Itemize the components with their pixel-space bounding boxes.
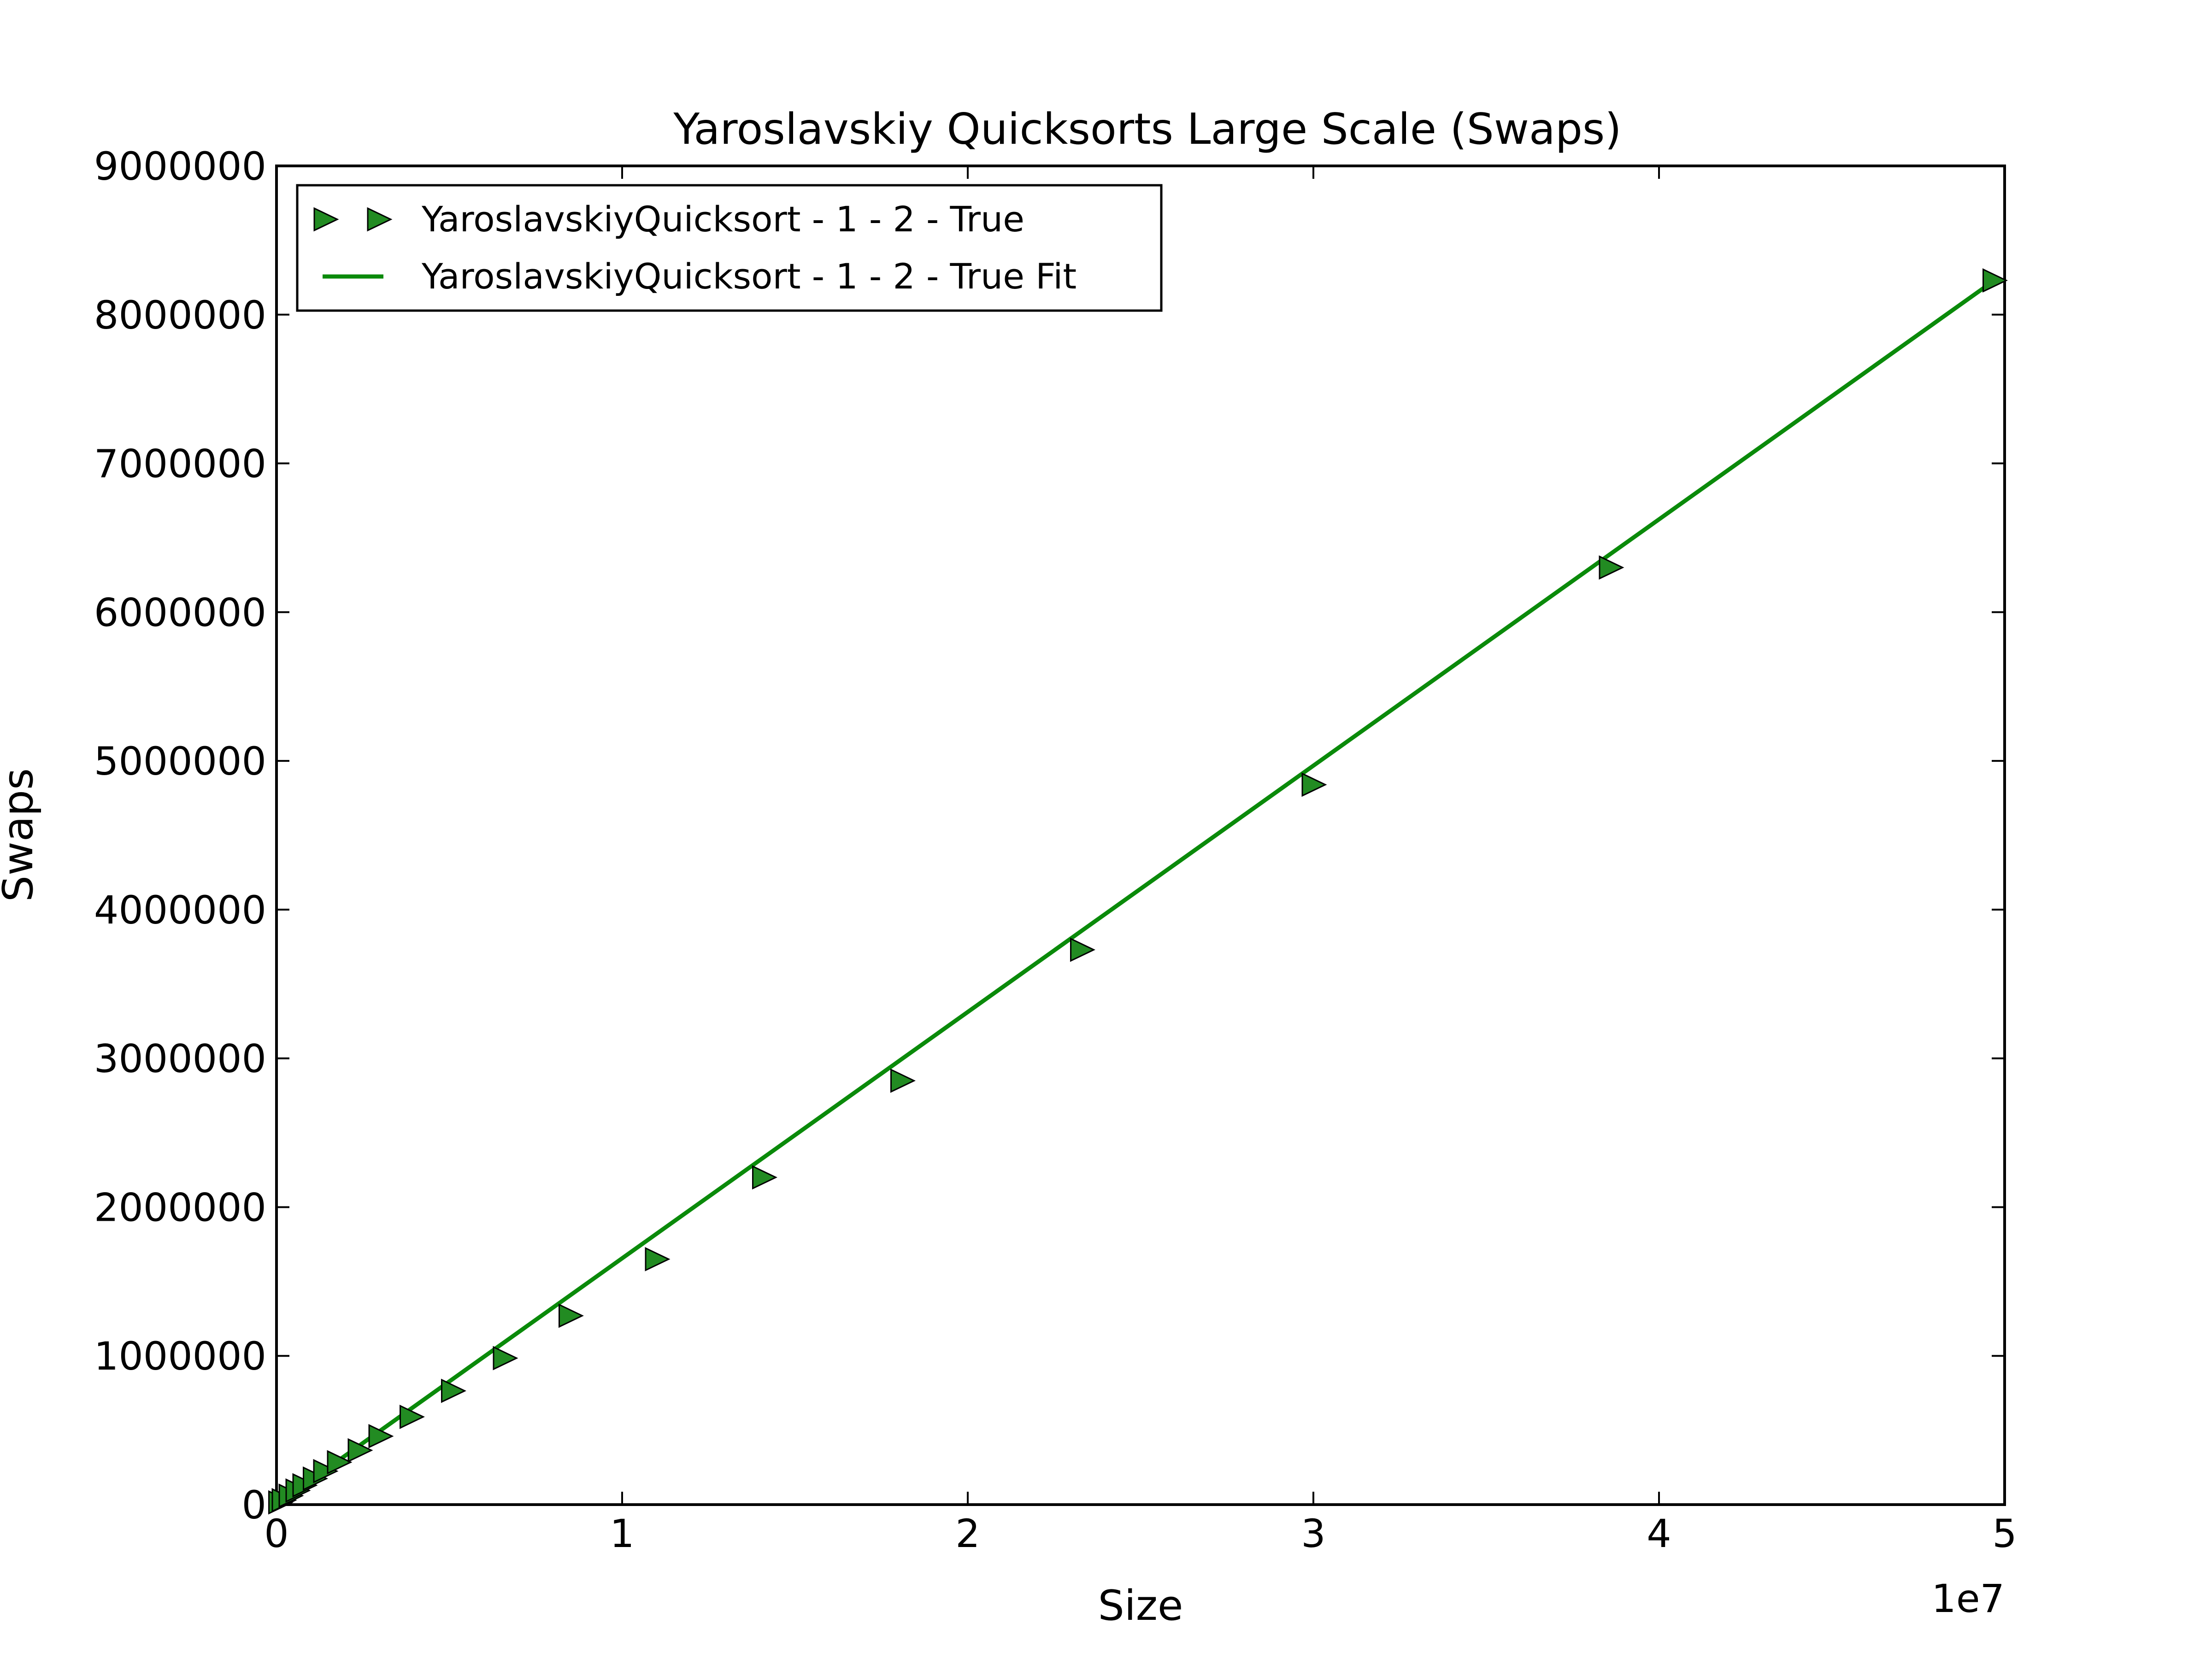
data-point xyxy=(493,1346,518,1371)
data-point xyxy=(890,1068,916,1093)
y-axis: 0 1000000 2000000 3000000 4000000 5000000 6000… xyxy=(94,144,2005,1528)
y-tick-label: 9000000 xyxy=(94,144,266,189)
x-tick-label: 1 xyxy=(610,1511,634,1556)
y-axis-title: Swaps xyxy=(0,768,42,902)
plot-frame xyxy=(275,165,2006,1506)
data-point xyxy=(1301,772,1327,797)
legend-label-markers: YaroslavskiyQuicksort - 1 - 2 - True xyxy=(421,199,1024,240)
x-tick-label: 3 xyxy=(1301,1511,1325,1556)
y-tick-label: 3000000 xyxy=(94,1036,266,1082)
data-point xyxy=(441,1378,466,1403)
data-point xyxy=(752,1165,777,1190)
chart-title: Yaroslavskiy Quicksorts Large Scale (Swa… xyxy=(673,104,1621,154)
x-tick-label: 2 xyxy=(955,1511,980,1556)
legend-marker-2 xyxy=(367,207,393,232)
y-tick-label: 4000000 xyxy=(94,888,266,933)
legend: YaroslavskiyQuicksort - 1 - 2 - True Yar… xyxy=(296,184,1163,312)
data-point xyxy=(1599,555,1624,580)
data-point xyxy=(368,1424,394,1448)
y-tick-label: 5000000 xyxy=(94,739,266,784)
y-tick-label: 2000000 xyxy=(94,1185,266,1230)
data-point xyxy=(1070,937,1095,962)
y-tick-label: 0 xyxy=(242,1483,266,1528)
data-point xyxy=(1983,268,2008,293)
x-axis-title: Size xyxy=(1098,1582,1183,1630)
plot-area xyxy=(275,165,2006,1506)
data-point xyxy=(313,1459,339,1483)
y-tick-label: 7000000 xyxy=(94,441,266,487)
y-tick-label: 1000000 xyxy=(94,1334,266,1379)
series-layer xyxy=(268,268,2008,1515)
x-axis: 0 1 2 3 4 5 xyxy=(264,166,2017,1556)
data-point xyxy=(347,1438,373,1463)
x-tick-label: 5 xyxy=(1992,1511,2017,1556)
x-tick-label: 4 xyxy=(1647,1511,1671,1556)
legend-label-fit: YaroslavskiyQuicksort - 1 - 2 - True Fit xyxy=(421,256,1077,297)
x-tick-label: 0 xyxy=(264,1511,288,1556)
data-point xyxy=(327,1450,353,1475)
x-offset-label: 1e7 xyxy=(1931,1576,2005,1621)
data-point xyxy=(400,1405,425,1429)
data-point xyxy=(559,1303,584,1328)
legend-box xyxy=(296,184,1163,312)
y-tick-label: 6000000 xyxy=(94,590,266,635)
legend-marker-1 xyxy=(313,207,339,232)
series-fit-line xyxy=(275,278,1996,1506)
data-point xyxy=(645,1247,671,1271)
y-tick-label: 8000000 xyxy=(94,293,266,338)
